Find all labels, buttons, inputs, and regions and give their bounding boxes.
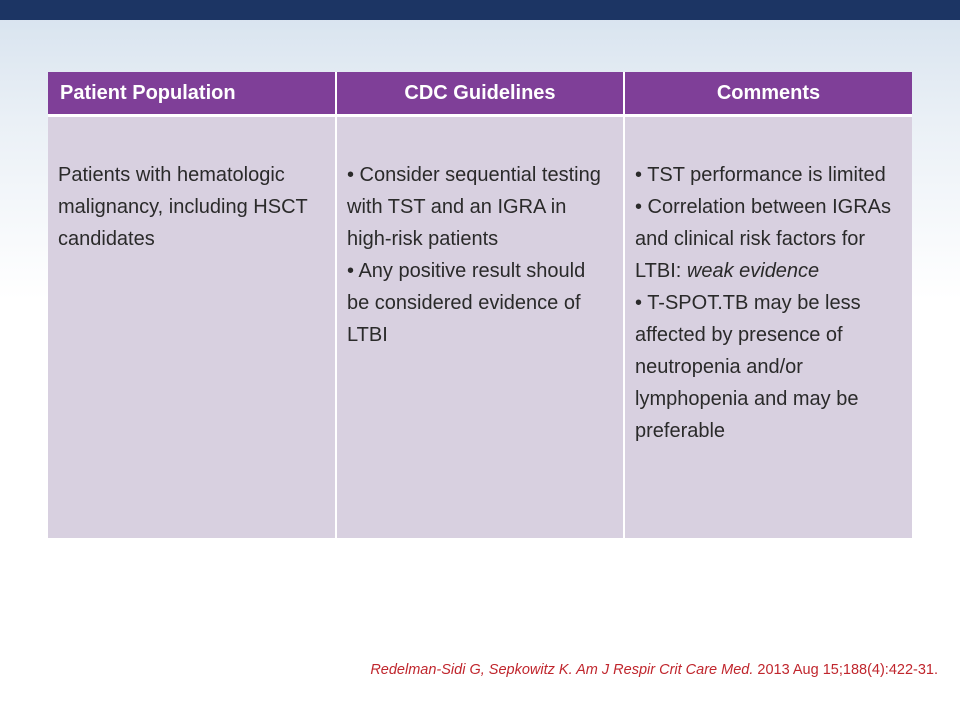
guideline-item-2: • Any positive result should be consider… (347, 260, 586, 346)
comment-item-3: • T-SPOT.TB may be less affected by pres… (635, 292, 861, 442)
citation: Redelman-Sidi G, Sepkowitz K. Am J Respi… (370, 662, 938, 678)
comment-item-1: • TST performance is limited (635, 164, 886, 186)
table-header-row: Patient Population CDC Guidelines Commen… (48, 72, 912, 117)
header-cdc-guidelines: CDC Guidelines (336, 72, 625, 117)
population-text: Patients with hematologic malignancy, in… (58, 164, 308, 250)
comment-item-2-text: • Correlation between IGRAs and clinical… (635, 196, 892, 282)
citation-details: 2013 Aug 15;188(4):422-31. (753, 662, 938, 678)
cell-comments: • TST performance is limited • Correlati… (624, 115, 912, 538)
cell-guidelines: • Consider sequential testing with TST a… (336, 115, 625, 538)
table-row: Patients with hematologic malignancy, in… (48, 115, 912, 538)
guideline-item-1: • Consider sequential testing with TST a… (347, 164, 601, 250)
citation-journal: Am J Respir Crit Care Med. (576, 662, 754, 678)
header-comments: Comments (624, 72, 912, 117)
comment-item-2-italic: weak evidence (686, 260, 820, 282)
top-banner-bar (0, 0, 960, 20)
citation-authors: Redelman-Sidi G, Sepkowitz K. (370, 662, 577, 678)
guidelines-table: Patient Population CDC Guidelines Commen… (48, 72, 912, 538)
cell-population: Patients with hematologic malignancy, in… (48, 115, 337, 538)
comment-item-2: • Correlation between IGRAs and clinical… (635, 191, 902, 287)
header-patient-population: Patient Population (48, 72, 337, 117)
